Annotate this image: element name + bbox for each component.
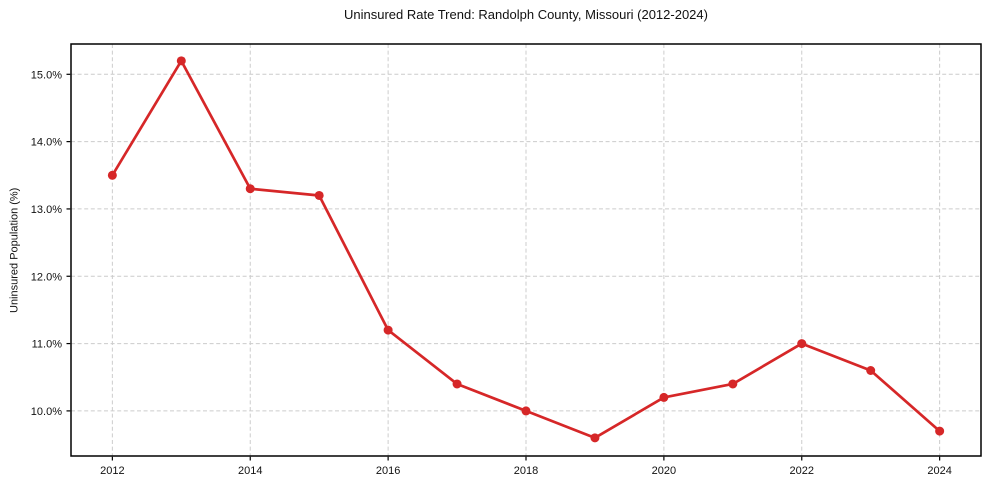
y-axis-title: Uninsured Population (%) xyxy=(8,187,21,313)
data-point xyxy=(935,426,945,436)
data-point xyxy=(452,379,462,389)
data-point xyxy=(521,406,531,416)
y-tick-label: 15.0% xyxy=(31,69,62,81)
data-point xyxy=(866,366,876,376)
x-tick-label: 2014 xyxy=(238,465,262,477)
data-point xyxy=(797,339,807,349)
data-point xyxy=(314,190,324,200)
chart-title: Uninsured Rate Trend: Randolph County, M… xyxy=(344,7,708,22)
x-tick-label: 2018 xyxy=(514,465,538,477)
data-point xyxy=(728,379,738,389)
x-tick-label: 2020 xyxy=(652,465,676,477)
data-point xyxy=(590,433,600,443)
plot-frame xyxy=(70,43,982,457)
data-point xyxy=(107,170,117,180)
x-tick-label: 2024 xyxy=(927,465,951,477)
x-tick-label: 2016 xyxy=(376,465,400,477)
y-tick-label: 11.0% xyxy=(32,339,63,351)
y-tick-label: 12.0% xyxy=(31,271,62,283)
data-point xyxy=(659,392,669,402)
y-tick-label: 13.0% xyxy=(31,204,62,216)
x-tick-label: 2022 xyxy=(790,465,814,477)
x-tick-label: 2012 xyxy=(100,465,124,477)
data-point xyxy=(245,184,255,194)
y-tick-label: 14.0% xyxy=(31,137,62,149)
data-point xyxy=(383,325,393,335)
data-point xyxy=(176,56,186,66)
y-tick-label: 10.0% xyxy=(31,406,62,418)
